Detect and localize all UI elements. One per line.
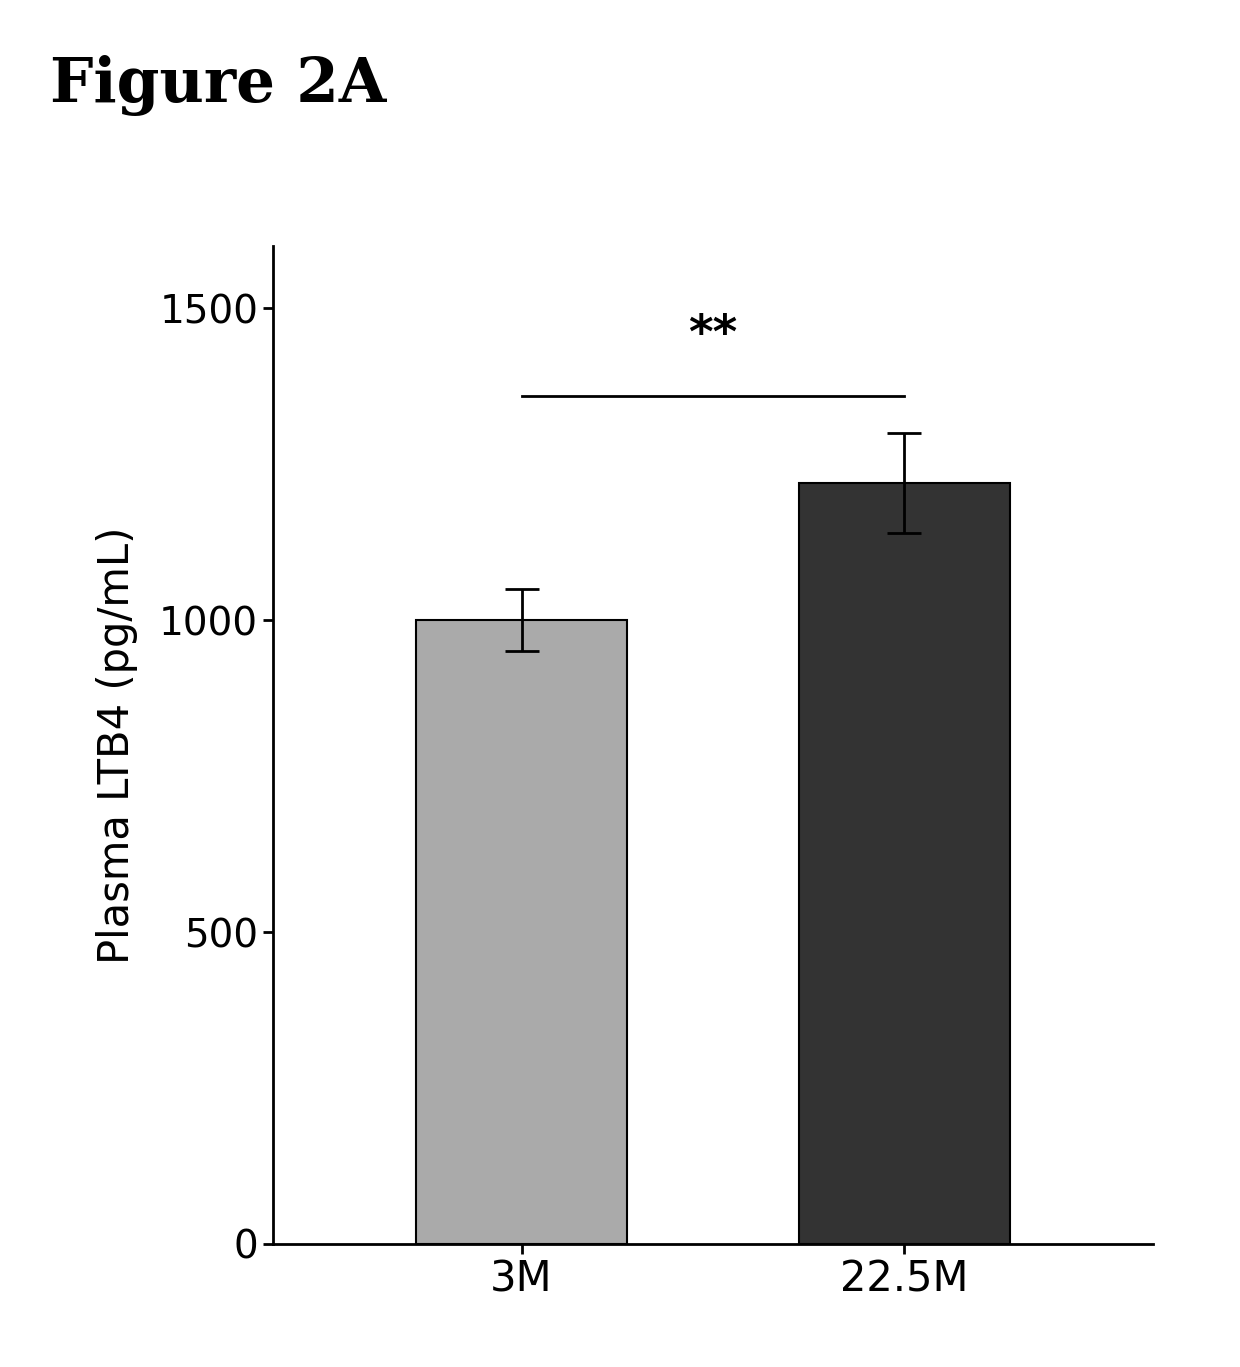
Text: **: ** [688, 313, 738, 358]
Text: Figure 2A: Figure 2A [50, 55, 386, 116]
Y-axis label: Plasma LTB4 (pg/mL): Plasma LTB4 (pg/mL) [97, 526, 138, 964]
Bar [417, 621, 627, 1244]
Bar [799, 483, 1009, 1244]
